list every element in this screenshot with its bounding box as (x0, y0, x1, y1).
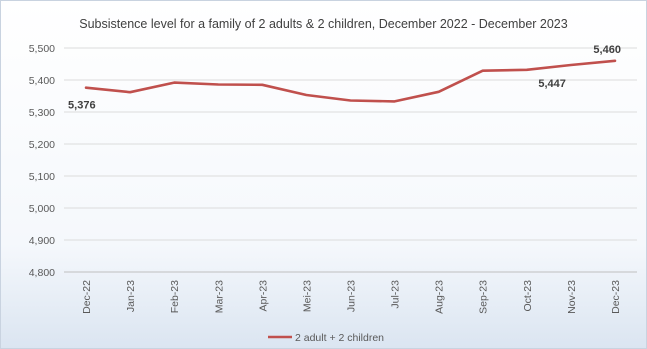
data-label: 5,460 (593, 44, 621, 56)
y-tick-label: 4,800 (29, 267, 55, 279)
chart-title: Subsistence level for a family of 2 adul… (79, 17, 567, 31)
y-tick-label: 5,500 (29, 43, 55, 55)
x-tick-label: Oct-23 (522, 280, 534, 312)
y-tick-label: 5,300 (29, 107, 55, 119)
x-tick-label: Mei-23 (301, 280, 313, 312)
y-tick-label: 5,400 (29, 75, 55, 87)
y-axis-ticks: 5,500 5,400 5,300 5,200 5,100 5,000 4,900 4,800 (29, 43, 55, 279)
x-axis-ticks: Dec-22 Jan-23 Feb-23 Mar-23 Apr-23 Mei-23 Jun-… (81, 280, 622, 314)
data-labels: 5,376 5,447 5,460 (68, 44, 621, 112)
legend[interactable]: 2 adult + 2 children (268, 332, 384, 344)
x-tick-label: Sep-23 (478, 280, 490, 314)
y-tick-label: 5,200 (29, 139, 55, 151)
y-tick-label: 5,000 (29, 203, 55, 215)
x-tick-label: Aug-23 (434, 280, 446, 314)
x-tick-label: Mar-23 (213, 280, 225, 313)
x-tick-label: Jan-23 (125, 280, 137, 312)
x-tick-label: Jul-23 (390, 280, 402, 309)
y-tick-label: 4,900 (29, 235, 55, 247)
series-line (84, 59, 617, 103)
legend-label: 2 adult + 2 children (295, 332, 384, 344)
x-tick-label: Jun-23 (346, 280, 358, 312)
data-label: 5,376 (68, 100, 96, 112)
y-tick-label: 5,100 (29, 171, 55, 183)
x-tick-label: Feb-23 (169, 280, 181, 313)
data-label: 5,447 (538, 78, 566, 90)
series-layer (84, 59, 617, 103)
x-tick-label: Apr-23 (257, 280, 269, 312)
x-tick-label: Dec-23 (610, 280, 622, 314)
x-tick-label: Dec-22 (81, 280, 93, 314)
gridlines (64, 47, 637, 273)
x-tick-label: Nov-23 (566, 280, 578, 314)
